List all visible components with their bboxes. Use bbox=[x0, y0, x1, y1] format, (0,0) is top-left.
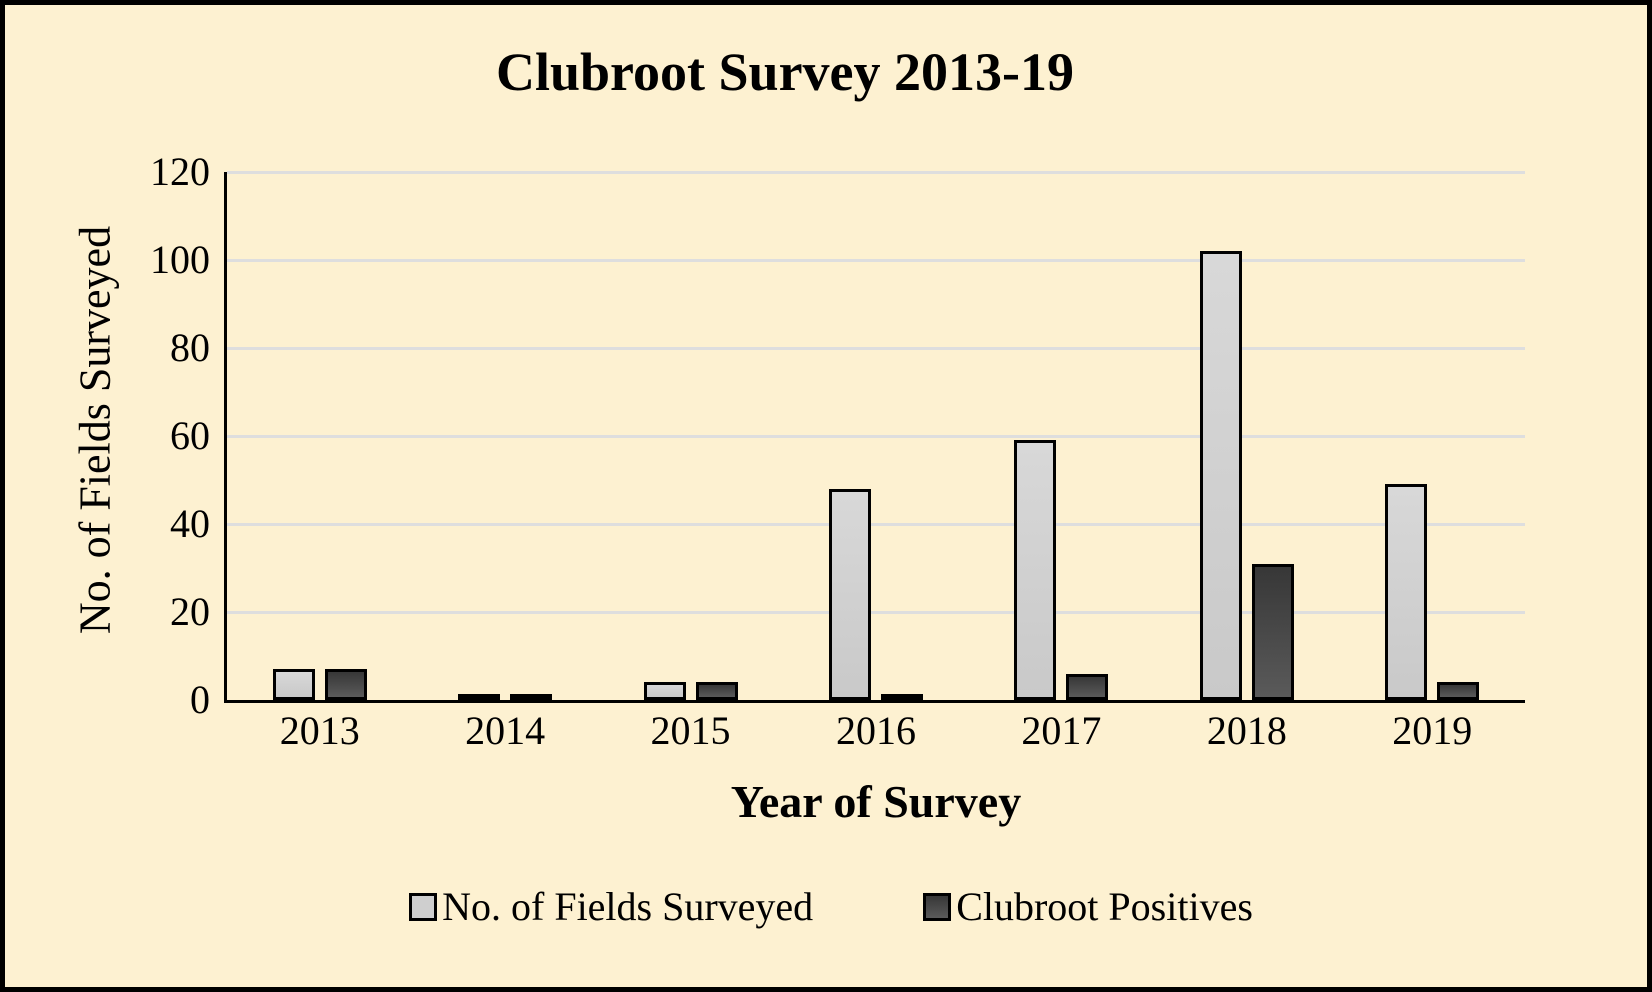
bar-surveyed-2017 bbox=[1014, 440, 1057, 700]
x-tick-2015: 2015 bbox=[650, 708, 731, 753]
y-tick-80: 80 bbox=[170, 324, 210, 370]
bar-surveyed-2015 bbox=[643, 682, 686, 700]
bar-groups bbox=[227, 172, 1525, 700]
bar-positives-2015 bbox=[695, 682, 738, 700]
y-tick-120: 120 bbox=[150, 149, 210, 194]
bar-group-2014 bbox=[412, 172, 597, 700]
y-tick-100: 100 bbox=[150, 236, 210, 282]
bar-group-2018 bbox=[1154, 172, 1339, 700]
legend-item-surveyed: No. of Fields Surveyed bbox=[409, 883, 813, 930]
y-tick-labels: 0 20 40 60 80 100 120 bbox=[95, 149, 210, 722]
bar-positives-2017 bbox=[1066, 673, 1109, 700]
bar-group-2019 bbox=[1340, 172, 1525, 700]
chart-title: Clubroot Survey 2013-19 bbox=[495, 42, 1075, 102]
bar-positives-2019 bbox=[1437, 682, 1480, 700]
bar-surveyed-2016 bbox=[828, 488, 871, 700]
y-tick-40: 40 bbox=[170, 500, 210, 546]
legend-swatch-positives-icon bbox=[923, 892, 952, 921]
plot-area bbox=[224, 171, 1525, 703]
x-tick-labels: 2013 2014 2015 2016 2017 2018 2019 bbox=[227, 707, 1525, 754]
bar-positives-2014 bbox=[510, 694, 553, 700]
x-tick-2019: 2019 bbox=[1392, 708, 1473, 753]
y-tick-0: 0 bbox=[190, 677, 210, 722]
gridline-20 bbox=[227, 611, 1525, 614]
gridline-120 bbox=[227, 171, 1525, 174]
bar-positives-2018 bbox=[1251, 563, 1294, 700]
legend-swatch-surveyed-icon bbox=[409, 892, 438, 921]
x-tick-2013: 2013 bbox=[279, 708, 360, 753]
legend-label-positives: Clubroot Positives bbox=[956, 884, 1253, 929]
bar-surveyed-2018 bbox=[1199, 251, 1242, 700]
gridline-60 bbox=[227, 435, 1525, 438]
legend-label-surveyed: No. of Fields Surveyed bbox=[442, 884, 814, 929]
bar-surveyed-2013 bbox=[272, 669, 315, 700]
y-tick-20: 20 bbox=[170, 589, 210, 634]
y-tick-60: 60 bbox=[170, 413, 210, 458]
gridline-80 bbox=[227, 346, 1525, 350]
bar-group-2016 bbox=[783, 172, 968, 700]
bar-group-2013 bbox=[227, 172, 412, 700]
bar-surveyed-2014 bbox=[458, 694, 501, 700]
bar-positives-2013 bbox=[324, 669, 367, 700]
legend: No. of Fields Surveyed Clubroot Positive… bbox=[5, 883, 1647, 930]
legend-item-positives: Clubroot Positives bbox=[923, 883, 1253, 930]
x-tick-2017: 2017 bbox=[1021, 708, 1102, 753]
gridline-40 bbox=[227, 522, 1525, 526]
x-tick-2018: 2018 bbox=[1206, 708, 1287, 753]
bar-group-2015 bbox=[598, 172, 783, 700]
gridline-100 bbox=[227, 258, 1525, 262]
bar-group-2017 bbox=[969, 172, 1154, 700]
x-axis-title: Year of Survey bbox=[730, 776, 1022, 827]
bar-positives-2016 bbox=[880, 694, 923, 700]
x-tick-2014: 2014 bbox=[465, 708, 546, 753]
x-tick-2016: 2016 bbox=[835, 708, 916, 753]
bar-surveyed-2019 bbox=[1385, 484, 1428, 700]
